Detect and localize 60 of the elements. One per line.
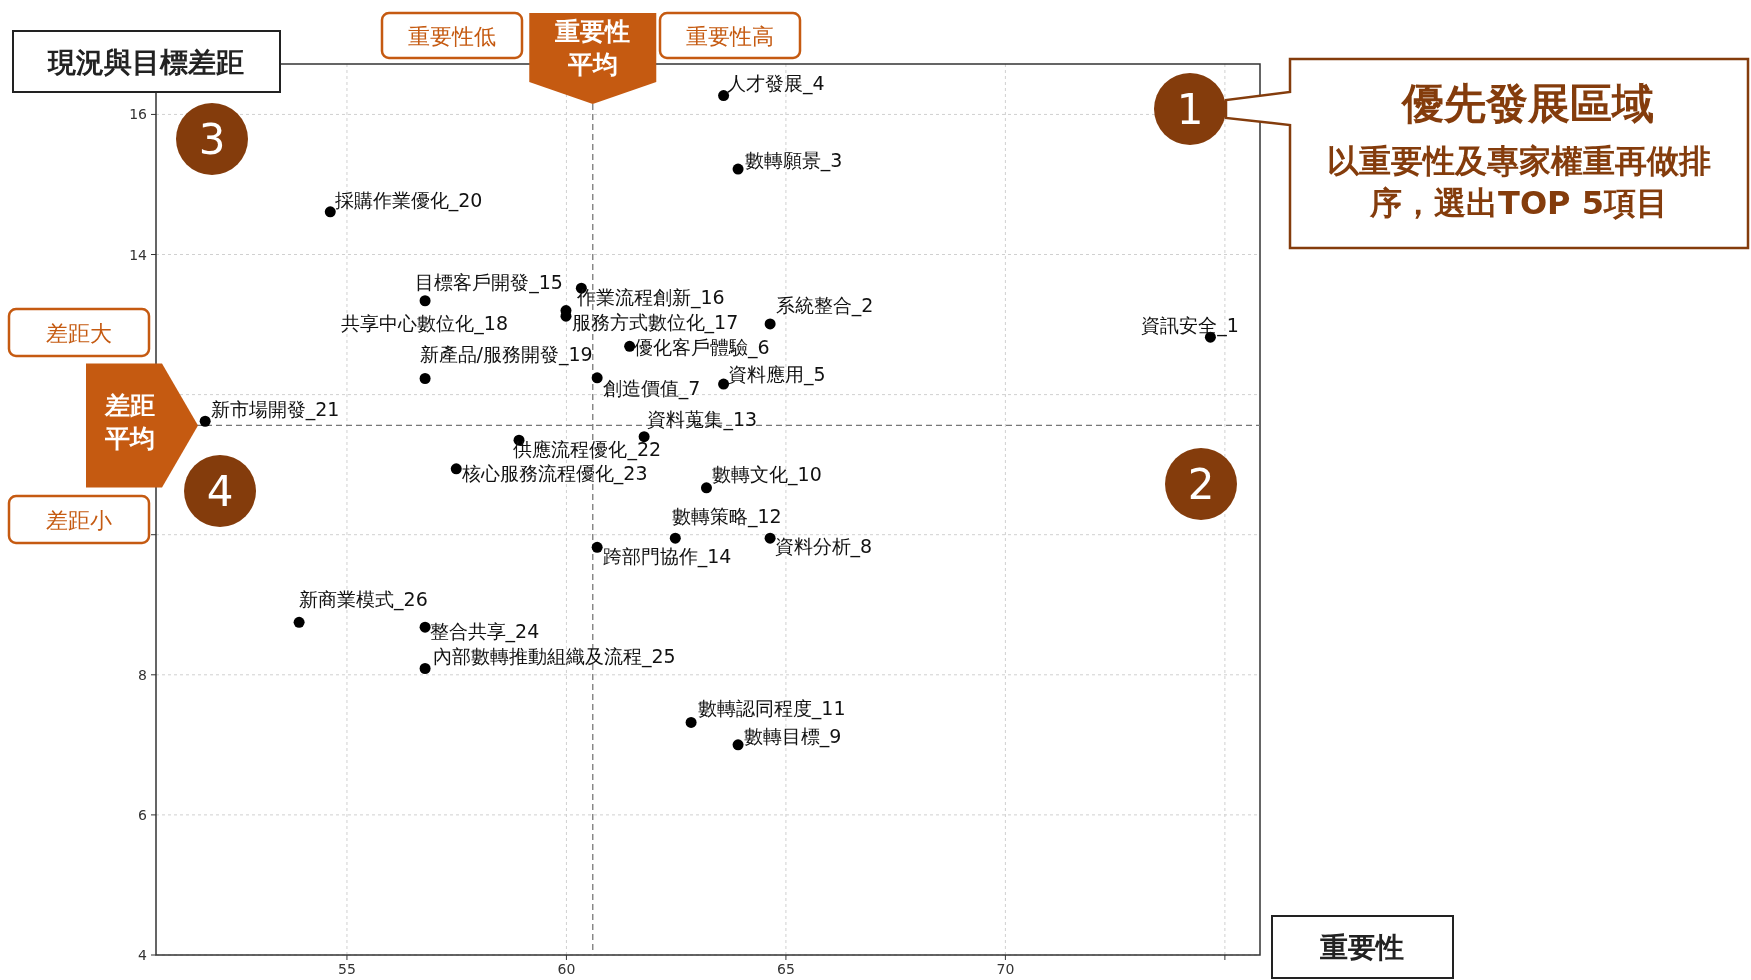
x-tick-label: 70	[996, 961, 1015, 977]
text: 優先發展區域	[1400, 79, 1654, 128]
y-tick-label: 4	[138, 947, 148, 963]
x-axis-title: 重要性	[1319, 931, 1404, 964]
point	[718, 378, 730, 390]
y-axis-title: 現況與目標差距	[47, 46, 244, 79]
x-tick-label: 60	[557, 961, 576, 977]
series-label: 數轉文化_10	[712, 463, 822, 487]
series-label: 資料蒐集_13	[647, 407, 758, 431]
point	[669, 532, 681, 544]
point	[450, 463, 462, 475]
point	[419, 663, 431, 675]
point	[199, 415, 211, 427]
series-label: 採購作業優化_20	[334, 188, 483, 212]
series-label: 新市場開發_21	[210, 397, 340, 421]
series-label: 數轉目標_9	[743, 724, 842, 748]
point	[732, 739, 744, 751]
series-label: 數轉認同程度_11	[697, 696, 846, 720]
y-tick-label: 16	[129, 106, 148, 123]
series-label: 系統整合_2	[775, 293, 874, 317]
text: 重要性低	[408, 23, 496, 49]
series-label: 目標客戶開發_15	[415, 270, 563, 294]
point	[591, 541, 603, 553]
series-label: 資訊安全_1	[1141, 313, 1239, 337]
series-label: 數轉願景_3	[744, 149, 843, 173]
series-label: 資料應用_5	[728, 363, 826, 387]
series-label: 新商業模式_26	[299, 587, 428, 611]
point	[591, 372, 603, 384]
text: 重要性高	[686, 23, 774, 49]
annotation: 3	[198, 115, 226, 164]
point	[700, 482, 712, 494]
annotation: 4	[206, 467, 234, 516]
point	[685, 716, 697, 728]
point	[419, 295, 431, 307]
point	[638, 431, 650, 443]
point	[324, 206, 336, 218]
series-label: 創造價值_7	[602, 376, 701, 400]
point	[419, 373, 431, 385]
ref-line-label: 重要性平均	[554, 16, 632, 81]
series-label: 數轉策略_12	[671, 504, 782, 528]
text: 差距大	[46, 320, 112, 346]
point	[764, 532, 776, 544]
y-tick-label: 14	[129, 246, 148, 263]
series-label: 跨部門協作_14	[602, 545, 732, 569]
y-tick-label: 8	[138, 666, 147, 683]
point	[293, 616, 305, 628]
annotation: 1	[1176, 85, 1204, 134]
point	[764, 318, 776, 330]
point	[419, 621, 431, 633]
point	[732, 163, 744, 175]
series-label: 人才發展_4	[726, 72, 825, 96]
x-tick-label: 65	[777, 961, 795, 977]
annotation: 2	[1187, 460, 1215, 509]
ref-line-label: 差距平均	[103, 390, 156, 456]
text: 差距小	[46, 507, 112, 533]
y-tick-label: 6	[138, 806, 148, 823]
x-tick-label: 55	[338, 961, 356, 977]
series-label: 內部數轉推動組織及流程_25	[432, 645, 676, 669]
text: 以重要性及專家權重再做排序，選出TOP 5項目	[1326, 141, 1712, 224]
series-label: 新產品/服務開發_19	[419, 342, 593, 366]
